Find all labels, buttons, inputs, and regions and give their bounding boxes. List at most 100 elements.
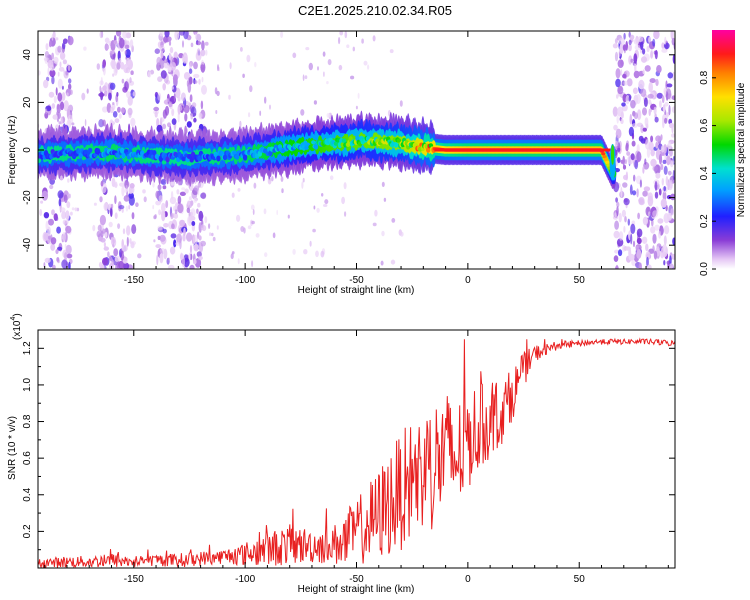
noise-blob — [188, 215, 192, 224]
noise-blob — [158, 209, 161, 216]
speckle — [204, 41, 209, 46]
noise-blob — [157, 225, 163, 231]
noise-blob — [52, 114, 58, 120]
snr-x-label: Height of straight line (km) — [298, 584, 415, 595]
noise-blob — [666, 83, 673, 88]
colorbar-gradient — [712, 30, 735, 269]
noise-blob — [665, 80, 668, 90]
noise-blob — [663, 260, 666, 266]
speckle — [343, 182, 347, 190]
noise-blob — [163, 36, 168, 43]
noise-blob — [652, 38, 656, 47]
speckle — [228, 94, 231, 100]
speckle — [51, 209, 55, 216]
noise-blob — [128, 188, 133, 195]
speckle — [338, 64, 343, 71]
noise-blob — [157, 92, 162, 101]
noise-blob — [164, 105, 170, 116]
noise-blob — [188, 68, 193, 74]
noise-blob — [625, 142, 629, 152]
noise-blob — [642, 48, 646, 55]
noise-blob — [41, 190, 49, 201]
x-tick-label: 0 — [465, 574, 471, 585]
speckle — [239, 120, 242, 128]
speckle — [253, 182, 257, 189]
noise-blob — [171, 108, 175, 117]
noise-blob — [650, 135, 654, 143]
colorbar: 0.0 0.2 0.4 0.6 0.8 Normalized spectral ampl… — [699, 30, 747, 276]
noise-blob — [648, 108, 651, 117]
spectrogram-panel: -150 -100 -50 0 50 -40 -20 0 20 40 Height of str… — [7, 30, 676, 296]
noise-blob — [671, 37, 675, 46]
noise-blob — [647, 93, 654, 99]
noise-blob — [624, 216, 627, 223]
ridge-cell — [426, 147, 431, 153]
noise-blob — [183, 72, 191, 80]
speckle — [264, 252, 268, 258]
noise-blob — [124, 179, 129, 189]
speckle — [326, 81, 329, 85]
speckle — [287, 214, 290, 219]
noise-blob — [663, 213, 670, 224]
noise-blob — [109, 82, 116, 91]
noise-blob — [614, 220, 619, 230]
speckle — [174, 209, 178, 215]
noise-blob — [155, 190, 160, 199]
noise-blob — [56, 104, 61, 114]
x-tick-label: -150 — [124, 574, 144, 585]
noise-blob — [627, 218, 630, 226]
noise-blob — [187, 200, 191, 206]
noise-blob — [179, 238, 182, 250]
noise-blob — [651, 219, 654, 227]
noise-blob — [193, 73, 200, 79]
speckle — [171, 86, 174, 90]
y-tick-label: 20 — [22, 96, 33, 108]
speckle — [308, 62, 313, 71]
noise-blob — [193, 61, 198, 70]
noise-blob — [126, 236, 129, 247]
speckle — [323, 204, 328, 207]
y-tick-label: 40 — [22, 49, 33, 61]
speckle — [231, 192, 235, 198]
noise-blob — [193, 117, 197, 123]
noise-blob — [666, 112, 670, 117]
noise-blob — [177, 112, 180, 123]
noise-blob — [629, 113, 633, 125]
noise-blob — [103, 202, 109, 211]
speckle — [62, 219, 68, 225]
speckle — [190, 113, 194, 120]
noise-blob — [167, 66, 172, 73]
speckle — [86, 88, 89, 94]
speckle — [312, 228, 316, 233]
noise-blob — [55, 87, 58, 96]
speckle — [292, 248, 296, 255]
speckle — [329, 175, 334, 180]
noise-blob — [613, 230, 620, 239]
noise-blob — [623, 198, 630, 206]
noise-blob — [162, 228, 167, 234]
speckle — [242, 73, 245, 79]
speckle — [251, 220, 255, 225]
noise-blob — [650, 158, 657, 167]
noise-blob — [658, 230, 662, 239]
x-tick-label: 0 — [465, 275, 471, 286]
speckle — [211, 232, 214, 237]
noise-blob — [177, 96, 181, 102]
noise-blob — [620, 186, 623, 198]
noise-blob — [163, 61, 170, 69]
noise-blob — [186, 207, 191, 214]
noise-blob — [130, 240, 137, 246]
noise-blob — [59, 101, 65, 111]
noise-blob — [114, 195, 117, 205]
noise-blob — [648, 211, 651, 217]
speckle — [250, 204, 255, 211]
noise-blob — [68, 78, 72, 84]
noise-blob — [168, 40, 172, 46]
speckle — [143, 196, 147, 203]
noise-blob — [58, 66, 65, 72]
noise-band — [612, 31, 675, 269]
noise-blob — [53, 56, 59, 64]
ridge-cell — [333, 141, 339, 146]
speckle — [304, 75, 308, 80]
noise-blob — [654, 49, 658, 60]
